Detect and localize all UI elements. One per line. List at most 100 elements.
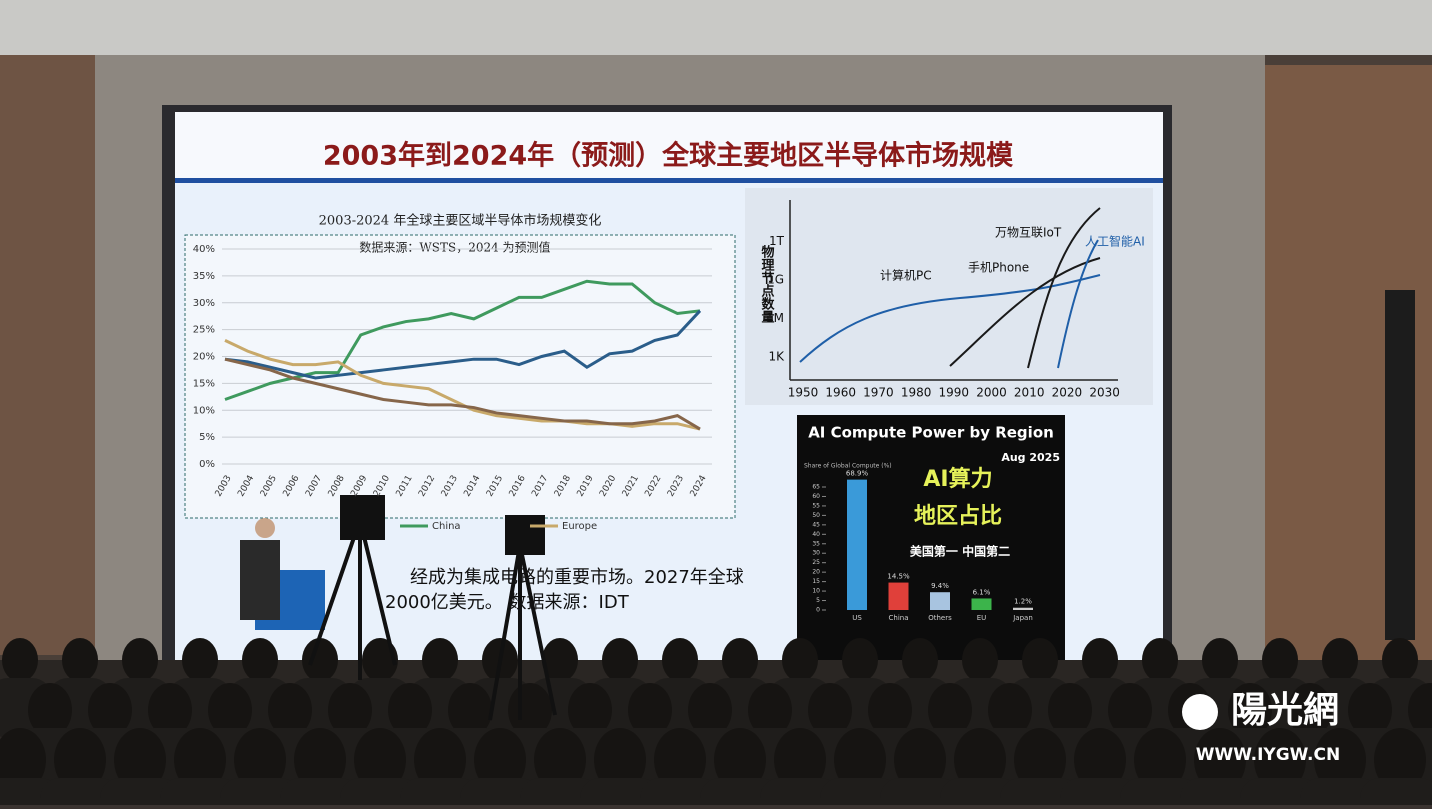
y-tick-label: 25% xyxy=(193,325,215,336)
shoulders xyxy=(460,778,540,809)
head xyxy=(568,683,612,737)
head xyxy=(354,728,406,792)
shoulders xyxy=(220,778,300,809)
y-tick-label: 40 xyxy=(812,531,820,538)
bar xyxy=(930,592,950,610)
head xyxy=(182,638,218,682)
x-tick-label: US xyxy=(852,614,862,622)
y-tick-label: 35% xyxy=(193,271,215,282)
compute-y-label: Share of Global Compute (%) xyxy=(804,463,892,470)
head xyxy=(148,683,192,737)
y-tick-label: 15% xyxy=(193,378,215,389)
head xyxy=(1374,728,1426,792)
shoulders xyxy=(820,778,900,809)
head xyxy=(1074,728,1126,792)
shoulders xyxy=(340,778,420,809)
shoulders xyxy=(760,778,840,809)
head xyxy=(294,728,346,792)
y-tick-label: 0 xyxy=(816,607,820,614)
head xyxy=(1048,683,1092,737)
head xyxy=(602,638,638,682)
y-tick-label: 1K xyxy=(768,350,785,364)
x-tick-label: EU xyxy=(977,614,987,622)
head xyxy=(0,728,46,792)
headline: 美国第一 中国第二 xyxy=(910,544,1010,559)
head xyxy=(1228,683,1272,737)
y-tick-label: 0% xyxy=(199,459,215,470)
x-tick-label: China xyxy=(889,614,909,622)
head xyxy=(114,728,166,792)
shoulders xyxy=(100,778,180,809)
presenter xyxy=(240,540,280,620)
head xyxy=(542,638,578,682)
headline: AI算力 xyxy=(923,466,992,492)
y-tick-label: 40% xyxy=(193,244,215,255)
left-chart-title: 2003-2024 年全球主要区域半导体市场规模变化 xyxy=(319,213,602,229)
head xyxy=(1322,638,1358,682)
y-tick-label: 10% xyxy=(193,405,215,416)
head xyxy=(208,683,252,737)
head xyxy=(388,683,432,737)
y-tick-label: 55 xyxy=(812,502,820,509)
head xyxy=(842,638,878,682)
y-tick-label: 50 xyxy=(812,512,820,519)
presenter-head xyxy=(255,518,275,538)
x-tick-label: 1980 xyxy=(901,386,932,400)
head xyxy=(748,683,792,737)
iot-curve xyxy=(1027,207,1101,369)
y-tick-label: 15 xyxy=(812,578,820,585)
slide-title: 2003年到2024年（预测）全球主要地区半导体市场规模 xyxy=(323,140,1013,172)
speaker xyxy=(1385,290,1415,640)
head xyxy=(362,638,398,682)
head xyxy=(1202,638,1238,682)
shoulders xyxy=(1300,778,1380,809)
head xyxy=(782,638,818,682)
bar xyxy=(847,479,867,610)
slide-header xyxy=(175,112,1163,180)
head xyxy=(954,728,1006,792)
shoulders xyxy=(1000,778,1080,809)
watermark-url: WWW.IYGW.CN xyxy=(1196,745,1340,765)
head xyxy=(1382,638,1418,682)
head xyxy=(902,638,938,682)
x-tick-label: 1970 xyxy=(863,386,894,400)
y-tick-label: 1T xyxy=(769,234,785,248)
head xyxy=(834,728,886,792)
shoulders xyxy=(940,778,1020,809)
header-rule xyxy=(175,178,1163,183)
head xyxy=(662,638,698,682)
shoulders xyxy=(880,778,960,809)
ai-curve xyxy=(1057,239,1099,369)
shoulders xyxy=(640,778,720,809)
y-tick-label: 5 xyxy=(816,597,820,604)
shoulders xyxy=(1060,778,1140,809)
head xyxy=(894,728,946,792)
shoulders xyxy=(280,778,360,809)
value-label: 6.1% xyxy=(973,588,991,596)
shoulders xyxy=(580,778,660,809)
head xyxy=(714,728,766,792)
curve-label: 万物互联IoT xyxy=(995,226,1062,240)
camera xyxy=(505,515,545,555)
left-chart-source: 数据来源：WSTS，2024 为预测值 xyxy=(359,240,550,255)
y-tick-label: 45 xyxy=(812,521,820,528)
ceiling xyxy=(0,0,1432,55)
head xyxy=(448,683,492,737)
growth-panel xyxy=(745,188,1153,405)
head xyxy=(534,728,586,792)
tripod xyxy=(308,519,397,680)
head xyxy=(174,728,226,792)
head xyxy=(268,683,312,737)
shoulders xyxy=(1180,778,1260,809)
head xyxy=(1142,638,1178,682)
head xyxy=(1022,638,1058,682)
compute-panel xyxy=(797,415,1065,662)
head xyxy=(1348,683,1392,737)
head xyxy=(1194,728,1246,792)
y-tick-label: 60 xyxy=(812,493,820,500)
head xyxy=(594,728,646,792)
value-label: 9.4% xyxy=(931,582,949,590)
head xyxy=(1288,683,1332,737)
head xyxy=(1408,683,1432,737)
head xyxy=(868,683,912,737)
